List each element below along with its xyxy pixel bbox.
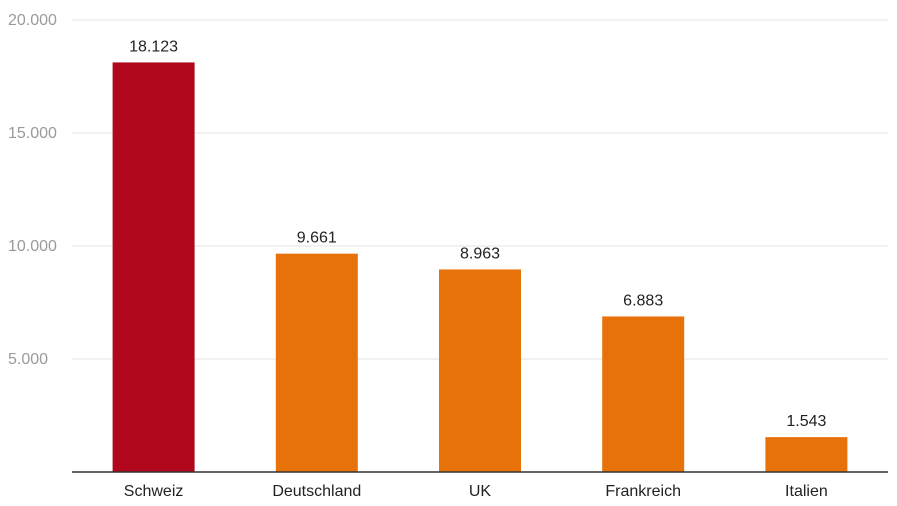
bar-schweiz	[112, 62, 195, 473]
bar-value-label: 18.123	[129, 38, 178, 55]
bar-uk	[439, 269, 521, 472]
bar-value-label: 8.963	[460, 245, 500, 262]
y-tick-label: 10.000	[8, 238, 57, 255]
bars	[112, 62, 848, 473]
x-category-label: Schweiz	[124, 483, 184, 500]
x-axis-category-labels: Schweiz Deutschland UK Frankreich Italien	[124, 483, 828, 500]
y-tick-label: 5.000	[8, 351, 48, 368]
y-tick-label: 20.000	[8, 12, 57, 29]
bar-frankreich	[602, 316, 685, 472]
x-category-label: Frankreich	[605, 483, 681, 500]
bar-value-label: 6.883	[623, 292, 663, 309]
x-category-label: UK	[469, 483, 492, 500]
bar-value-label: 1.543	[786, 413, 826, 430]
bar-deutschland	[275, 253, 358, 472]
y-tick-label: 15.000	[8, 125, 57, 142]
x-category-label: Deutschland	[272, 483, 361, 500]
y-axis-tick-labels: 5.000 10.000 15.000 20.000	[8, 12, 57, 368]
bar-value-label: 9.661	[297, 230, 337, 247]
bar-italien	[765, 437, 848, 472]
x-category-label: Italien	[785, 483, 828, 500]
bar-value-labels: 18.123 9.661 8.963 6.883 1.543	[129, 38, 826, 430]
